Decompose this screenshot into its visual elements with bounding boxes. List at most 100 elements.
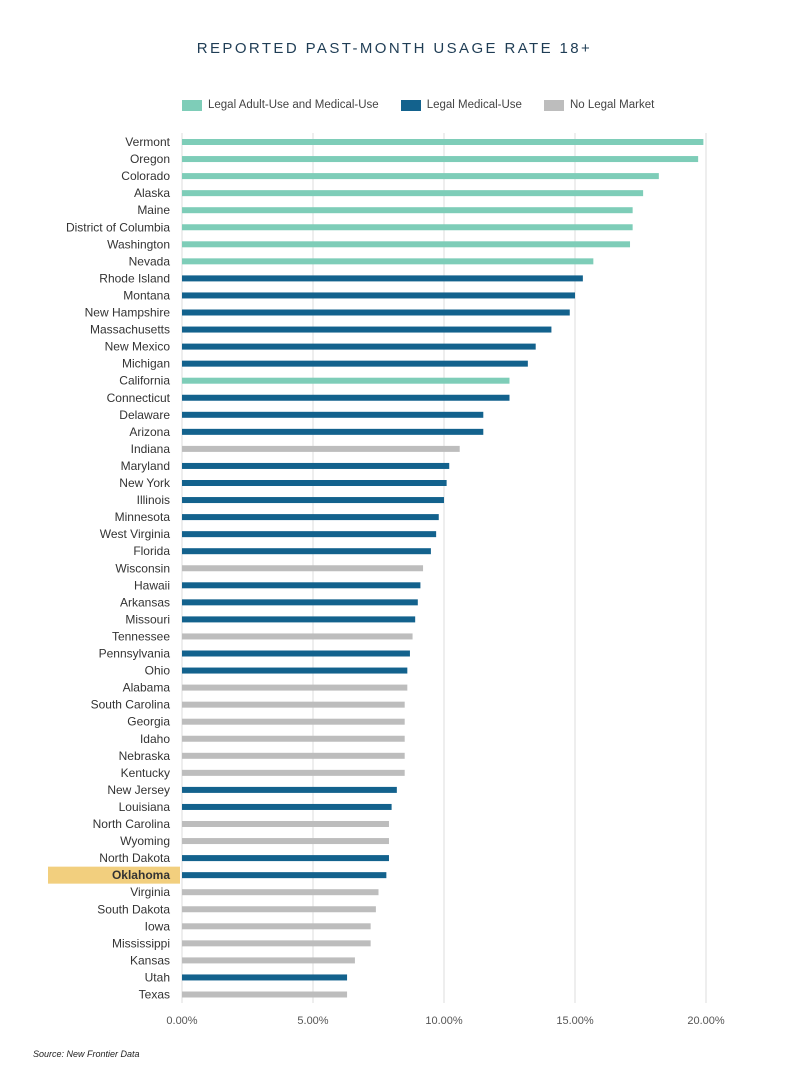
bar-south-dakota [182, 906, 376, 913]
category-label-district-of-columbia: District of Columbia [66, 220, 170, 234]
category-label-wyoming: Wyoming [120, 834, 170, 848]
bar-virginia [182, 889, 379, 896]
x-tick-label-4: 20.00% [687, 1015, 725, 1027]
category-label-new-jersey: New Jersey [107, 783, 170, 797]
category-label-montana: Montana [123, 288, 170, 302]
category-label-alabama: Alabama [123, 681, 171, 695]
bar-nevada [182, 258, 594, 265]
category-label-texas: Texas [139, 988, 170, 1002]
bar-mississippi [182, 940, 371, 947]
legend-label-medical: Legal Medical-Use [426, 99, 522, 111]
legend-label-none: No Legal Market [569, 99, 655, 111]
legend-swatch-adult [182, 99, 202, 111]
bar-colorado [182, 173, 659, 180]
bar-georgia [182, 718, 405, 725]
legend-swatch-medical [400, 99, 421, 111]
bar-north-dakota [182, 855, 389, 862]
category-label-rhode-island: Rhode Island [99, 271, 170, 285]
x-tick-label-3: 15.00% [556, 1015, 594, 1027]
bar-district-of-columbia [182, 224, 633, 231]
bar-vermont [182, 139, 704, 145]
bar-illinois [182, 497, 444, 504]
bar-alabama [182, 684, 408, 691]
category-label-new-hampshire: New Hampshire [85, 306, 171, 320]
category-label-north-dakota: North Dakota [99, 851, 170, 865]
category-label-iowa: Iowa [145, 919, 171, 933]
bar-new-hampshire [182, 309, 570, 316]
category-label-ohio: Ohio [145, 664, 171, 678]
bar-south-carolina [182, 701, 405, 708]
category-label-virginia: Virginia [130, 885, 170, 899]
category-label-washington: Washington [107, 237, 170, 251]
category-label-mississippi: Mississippi [112, 936, 170, 950]
bar-north-carolina [182, 821, 389, 827]
bar-michigan [182, 360, 528, 367]
bar-massachusetts [182, 326, 552, 333]
legend-item-adult: Legal Adult-Use and Medical-Use [182, 99, 379, 111]
category-label-maine: Maine [137, 203, 170, 217]
category-label-wisconsin: Wisconsin [115, 561, 170, 575]
bar-ohio [182, 667, 408, 674]
bar-new-jersey [182, 786, 397, 793]
category-label-oklahoma: Oklahoma [112, 868, 170, 882]
bar-texas [182, 991, 348, 998]
chart-title: REPORTED PAST-MONTH USAGE RATE 18+ [196, 40, 593, 57]
bar-washington [182, 241, 631, 248]
bar-delaware [182, 411, 484, 418]
category-label-arizona: Arizona [129, 425, 170, 439]
category-label-oregon: Oregon [130, 152, 170, 166]
category-label-nebraska: Nebraska [119, 749, 171, 763]
bar-nebraska [182, 752, 405, 759]
legend: Legal Adult-Use and Medical-Use Legal Me… [182, 97, 676, 113]
category-label-minnesota: Minnesota [115, 510, 171, 524]
category-label-new-mexico: New Mexico [105, 340, 171, 354]
bar-arizona [182, 428, 484, 435]
category-label-connecticut: Connecticut [107, 391, 171, 405]
category-label-colorado: Colorado [121, 169, 170, 183]
bar-rhode-island [182, 275, 583, 282]
category-label-louisiana: Louisiana [119, 800, 171, 814]
category-label-vermont: Vermont [125, 135, 170, 149]
bar-idaho [182, 735, 405, 742]
category-label-idaho: Idaho [140, 732, 170, 746]
legend-item-medical: Legal Medical-Use [400, 99, 522, 111]
bar-louisiana [182, 803, 392, 810]
bar-iowa [182, 923, 371, 930]
category-label-missouri: Missouri [125, 612, 170, 626]
bar-wisconsin [182, 565, 424, 572]
category-label-south-carolina: South Carolina [91, 698, 171, 712]
category-label-north-carolina: North Carolina [93, 817, 171, 831]
legend-swatch-none [543, 99, 564, 111]
category-label-south-dakota: South Dakota [97, 902, 170, 916]
category-label-kansas: Kansas [130, 953, 170, 967]
legend-label-adult: Legal Adult-Use and Medical-Use [208, 99, 379, 111]
bar-pennsylvania [182, 650, 410, 657]
bar-arkansas [182, 599, 418, 606]
bar-maine [182, 207, 633, 214]
bar-alaska [182, 190, 644, 197]
bar-california [182, 377, 510, 384]
bar-kansas [182, 957, 355, 964]
category-label-delaware: Delaware [119, 408, 170, 422]
category-label-alaska: Alaska [134, 186, 170, 200]
category-label-nevada: Nevada [129, 254, 171, 268]
bar-minnesota [182, 514, 439, 521]
category-label-florida: Florida [133, 544, 170, 558]
category-label-new-york: New York [119, 476, 171, 490]
bar-tennessee [182, 633, 413, 640]
x-tick-label-0: 0.00% [166, 1015, 197, 1027]
category-label-hawaii: Hawaii [134, 578, 170, 592]
category-label-indiana: Indiana [131, 442, 171, 456]
category-label-tennessee: Tennessee [112, 629, 170, 643]
bar-kentucky [182, 769, 405, 776]
category-label-california: California [119, 374, 170, 388]
bar-indiana [182, 445, 460, 452]
category-label-maryland: Maryland [121, 459, 170, 473]
legend-item-none: No Legal Market [543, 99, 655, 111]
category-label-utah: Utah [145, 970, 170, 984]
bar-utah [182, 974, 348, 981]
category-label-illinois: Illinois [137, 493, 170, 507]
category-label-kentucky: Kentucky [121, 766, 170, 780]
category-label-michigan: Michigan [122, 357, 170, 371]
